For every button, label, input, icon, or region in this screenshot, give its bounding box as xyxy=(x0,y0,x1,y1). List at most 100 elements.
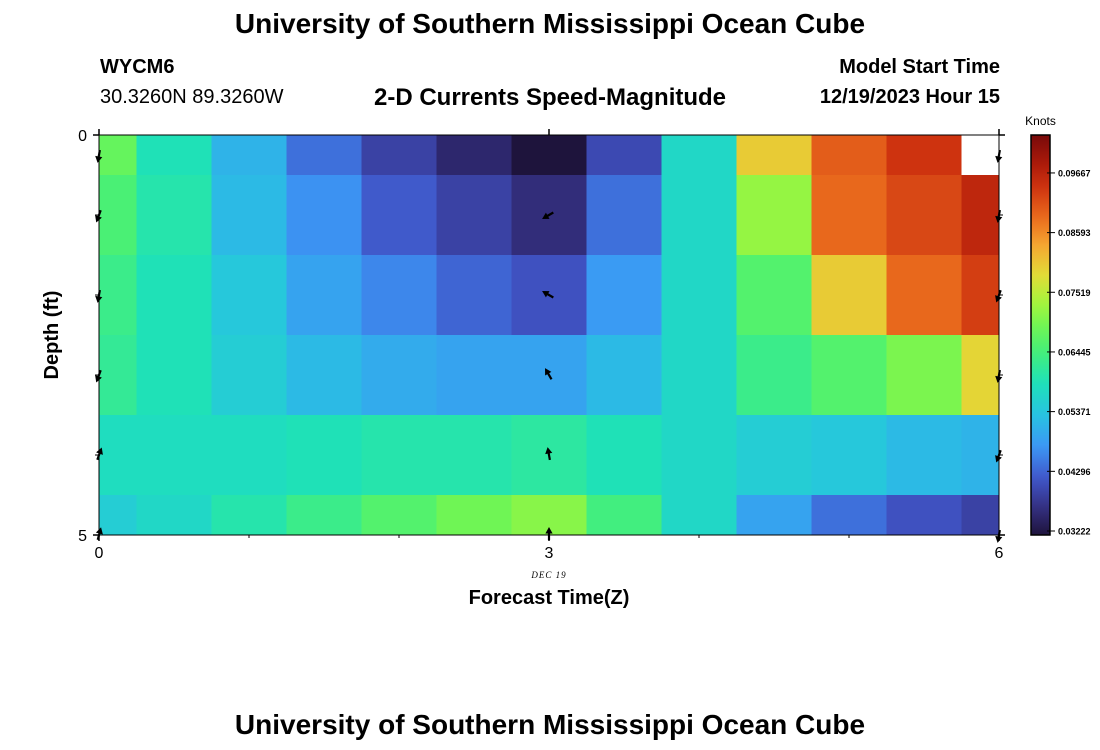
heatmap-cell xyxy=(736,255,812,336)
heatmap-cell xyxy=(286,495,362,536)
heatmap-cell xyxy=(99,175,137,256)
x-tick-label: 3 xyxy=(545,545,554,562)
current-arrow xyxy=(95,289,103,303)
heatmap-cell xyxy=(961,335,1000,416)
station-coordinates: 30.3260N 89.3260W xyxy=(100,86,284,108)
current-arrow-head xyxy=(95,215,102,223)
heatmap-cell xyxy=(661,415,737,496)
heatmap-cell xyxy=(736,415,812,496)
heatmap-cell xyxy=(586,255,662,336)
x-tick-label: 6 xyxy=(995,545,1004,562)
heatmap-cell xyxy=(361,495,437,536)
heatmap-cell xyxy=(136,415,212,496)
heatmap-cell xyxy=(136,255,212,336)
current-arrow-head xyxy=(542,291,550,298)
heatmap-cell xyxy=(961,255,1000,336)
heatmap-cell xyxy=(361,335,437,416)
current-arrow xyxy=(95,149,103,163)
heatmap-cell xyxy=(661,495,737,536)
date-label: DEC 19 xyxy=(530,570,566,580)
current-arrow xyxy=(995,209,1003,223)
colorbar-tick-label: 0.03222 xyxy=(1058,527,1091,537)
heatmap-cell xyxy=(736,495,812,536)
heatmap-cell xyxy=(136,175,212,256)
heatmap-cell xyxy=(211,255,287,336)
current-arrow xyxy=(995,369,1003,383)
current-arrow xyxy=(545,447,553,461)
heatmap-cell xyxy=(511,135,587,176)
heatmap-cell xyxy=(136,495,212,536)
colorbar-tick-label: 0.06445 xyxy=(1058,347,1091,357)
heatmap-cell xyxy=(586,415,662,496)
heatmap-cell xyxy=(99,415,137,496)
page-title-bottom: University of Southern Mississippi Ocean… xyxy=(234,709,866,740)
current-arrow-head xyxy=(995,455,1002,463)
current-arrow xyxy=(995,289,1002,303)
x-tick-label: 0 xyxy=(95,545,104,562)
colorbar-label: Knots xyxy=(1025,114,1056,128)
y-axis-label: Depth (ft) xyxy=(41,291,63,380)
heatmap-cell xyxy=(961,175,1000,256)
current-arrow-head xyxy=(95,527,103,535)
current-arrow-head xyxy=(545,447,553,455)
heatmap-cell xyxy=(811,135,887,176)
colorbar-tick-label: 0.09667 xyxy=(1058,168,1091,178)
heatmap-cell xyxy=(961,495,1000,536)
heatmap-cell xyxy=(99,135,137,176)
heatmap-cell xyxy=(361,255,437,336)
heatmap-cell xyxy=(211,335,287,416)
colorbar-tick-label: 0.07519 xyxy=(1058,288,1091,298)
heatmap-cell xyxy=(811,415,887,496)
current-arrow xyxy=(995,529,1003,543)
heatmap-cell xyxy=(99,335,137,416)
current-arrow xyxy=(545,527,553,540)
current-arrow xyxy=(995,449,1002,463)
current-arrow-head xyxy=(96,447,103,455)
heatmap-cell xyxy=(286,255,362,336)
heatmap-cell xyxy=(211,415,287,496)
current-arrow-head xyxy=(995,375,1003,383)
current-arrow-head xyxy=(545,527,553,534)
heatmap-cell xyxy=(811,175,887,256)
heatmap-cell xyxy=(99,495,137,536)
heatmap-cell xyxy=(661,255,737,336)
colorbar-tick-label: 0.05371 xyxy=(1058,407,1091,417)
current-arrow-head xyxy=(542,212,550,219)
model-start-value: 12/19/2023 Hour 15 xyxy=(819,86,1000,108)
heatmap-cell xyxy=(736,175,812,256)
colorbar xyxy=(1030,134,1051,536)
colorbar-tick-label: 0.04296 xyxy=(1058,467,1091,477)
current-arrow xyxy=(95,527,103,541)
station-id: WYCM6 xyxy=(100,56,175,78)
heatmap-cell xyxy=(586,495,662,536)
heatmap-cell xyxy=(286,335,362,416)
heatmap-cell xyxy=(661,135,737,176)
y-tick-label: 0 xyxy=(78,128,87,145)
heatmap-cell xyxy=(436,495,512,536)
heatmap-cell xyxy=(886,255,962,336)
current-arrow-head xyxy=(995,215,1003,223)
chart-subtitle: 2-D Currents Speed-Magnitude xyxy=(373,84,727,111)
model-start-label: Model Start Time xyxy=(839,56,1000,78)
heatmap-cell xyxy=(736,335,812,416)
current-arrow-head xyxy=(95,295,103,303)
page-title: University of Southern Mississippi Ocean… xyxy=(234,8,866,39)
current-arrow-head xyxy=(995,155,1003,163)
heatmap-cell xyxy=(436,255,512,336)
x-axis-label: Forecast Time(Z) xyxy=(469,587,630,609)
heatmap-cell xyxy=(436,415,512,496)
colorbar-tick-label: 0.08593 xyxy=(1058,228,1091,238)
heatmap-cell xyxy=(361,415,437,496)
heatmap-cell xyxy=(286,135,362,176)
heatmap-cell xyxy=(99,255,137,336)
current-arrow-head xyxy=(545,368,552,376)
current-arrow-head xyxy=(995,535,1003,543)
current-arrow xyxy=(95,369,102,383)
current-arrow xyxy=(995,149,1003,163)
heatmap-cell xyxy=(661,335,737,416)
heatmap-cell xyxy=(586,135,662,176)
heatmap-cell xyxy=(211,135,287,176)
heatmap-cell xyxy=(811,495,887,536)
heatmap-cell xyxy=(886,135,962,176)
heatmap-cell xyxy=(436,175,512,256)
